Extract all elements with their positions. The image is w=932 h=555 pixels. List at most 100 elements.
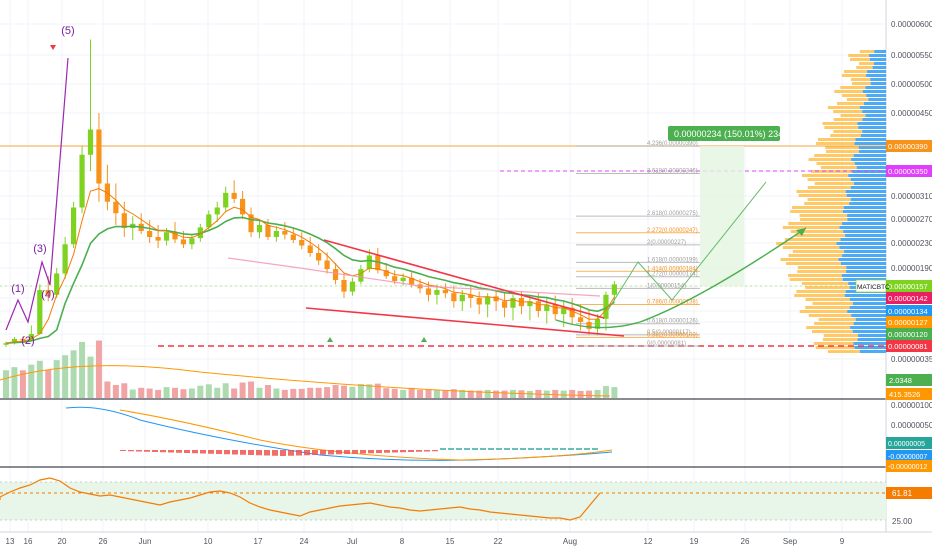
volume-bar xyxy=(298,388,305,398)
macd-histogram-bar xyxy=(432,450,438,452)
volume-profile-bar xyxy=(842,278,886,281)
buy-marker-icon xyxy=(327,337,333,342)
candle xyxy=(409,277,415,285)
macd-histogram-bar xyxy=(592,448,598,450)
volume-profile-bar xyxy=(865,114,886,117)
volume-profile-bar xyxy=(862,130,886,133)
candle xyxy=(358,269,364,282)
volume-profile-bar xyxy=(850,198,886,201)
macd-histogram-bar xyxy=(336,450,342,455)
volume-profile-bar xyxy=(824,126,859,129)
volume-profile-bar xyxy=(847,310,886,313)
macd-histogram xyxy=(120,448,598,456)
macd-histogram-bar xyxy=(456,448,462,450)
volume-bar xyxy=(383,388,390,398)
macd-histogram-bar xyxy=(504,448,510,450)
volume-bar xyxy=(87,356,94,398)
volume-profile-bar xyxy=(814,154,854,157)
macd-histogram-bar xyxy=(136,450,142,452)
candle xyxy=(552,304,558,315)
candle xyxy=(400,277,406,282)
candle xyxy=(28,334,34,341)
candle xyxy=(476,298,482,305)
volume-profile-bar xyxy=(791,206,844,209)
candle xyxy=(316,253,322,261)
volume-bar xyxy=(459,389,466,398)
volume-profile-bar xyxy=(796,290,846,293)
time-tick-label: 24 xyxy=(300,537,309,546)
candle xyxy=(79,154,85,208)
fib-label: 0.786(0.00000138) xyxy=(647,300,698,306)
volume-profile-bar xyxy=(870,82,886,85)
volume-bar xyxy=(222,383,229,398)
volume-bar xyxy=(197,385,204,398)
macd-histogram-bar xyxy=(552,448,558,450)
ema-fast-line xyxy=(5,188,615,344)
target-zone xyxy=(700,146,744,286)
volume-profile-bar xyxy=(780,258,839,261)
volume-profile-bar xyxy=(815,346,855,349)
candle xyxy=(485,296,491,305)
volume-ma-line xyxy=(0,365,611,397)
volume-profile-bar xyxy=(842,254,886,257)
volume-bar xyxy=(602,386,609,398)
volume-profile-bar xyxy=(855,318,886,321)
macd-histogram-bar xyxy=(480,448,486,450)
volume-bar xyxy=(425,389,432,398)
time-tick-label: Jul xyxy=(347,537,357,546)
candle xyxy=(299,240,305,246)
volume-profile-bar xyxy=(788,274,842,277)
volume-profile-bar xyxy=(847,218,886,221)
volume-profile-bar xyxy=(792,250,845,253)
macd-histogram-bar xyxy=(416,450,422,452)
candle xyxy=(493,296,499,302)
rsi-line xyxy=(0,477,601,521)
volume-badge xyxy=(886,374,932,386)
candle xyxy=(11,338,18,344)
price-badge-label: 0.00000350 xyxy=(888,167,928,176)
candle xyxy=(341,280,347,292)
volume-profile-bar xyxy=(869,58,886,61)
volume-profile-bar xyxy=(845,234,886,237)
volume-profile-bar xyxy=(798,194,847,197)
macd-histogram-bar xyxy=(536,448,542,450)
volume-bar xyxy=(552,389,559,398)
macd-histogram-bar xyxy=(440,448,446,450)
volume-bar xyxy=(391,388,398,398)
volume-bar xyxy=(290,388,297,398)
macd-badge-label: 0.00000005 xyxy=(888,441,925,448)
candle xyxy=(37,290,43,334)
macd-histogram-bar xyxy=(360,450,366,454)
candle xyxy=(256,225,263,233)
symbol-tag-label: MATICBTC xyxy=(857,284,890,291)
volume-bar xyxy=(138,387,145,398)
macd-histogram-bar xyxy=(408,450,414,452)
price-badge-label: 0.00000142 xyxy=(888,294,928,303)
volume-profile-bar xyxy=(812,302,853,305)
volume-bar xyxy=(501,390,508,398)
volume-profile-bar xyxy=(859,50,875,53)
volume-profile-bar xyxy=(794,294,845,297)
volume-profile-bar xyxy=(849,298,886,301)
volume-profile-bar xyxy=(840,114,866,117)
macd-histogram-bar xyxy=(272,450,278,456)
volume-profile-bar xyxy=(846,266,886,269)
volume-bar xyxy=(400,389,407,398)
macd-histogram-bar xyxy=(288,450,294,456)
volume-profile-bar xyxy=(814,322,854,325)
volume-bar xyxy=(281,389,288,398)
time-tick-label: 13 xyxy=(6,537,15,546)
price-badge-label: 0.00000127 xyxy=(888,318,928,327)
volume-bar xyxy=(417,389,424,398)
target-badge xyxy=(668,126,780,141)
volume-profile-bar xyxy=(843,206,886,209)
candle xyxy=(172,232,178,240)
price-tick-label: 0.00000450 xyxy=(891,109,932,118)
volume-profile xyxy=(776,50,886,353)
target-badge-label: 0.00000234 (150.01%) 234 xyxy=(674,129,783,139)
volume-bar xyxy=(366,384,373,398)
volume-profile-bar xyxy=(804,202,850,205)
volume-profile-bar xyxy=(812,330,853,333)
